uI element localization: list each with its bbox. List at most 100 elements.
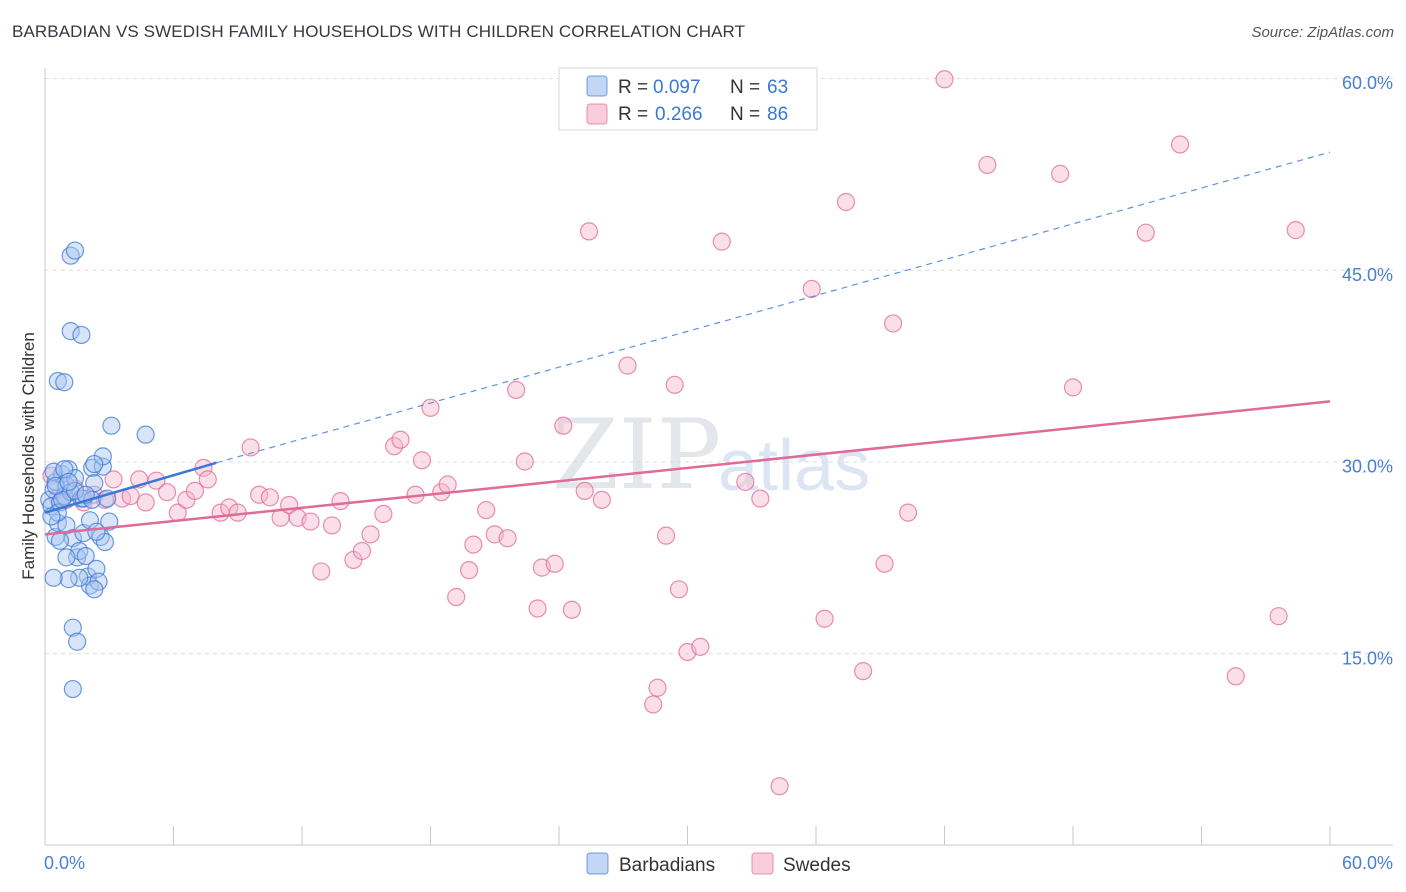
point-swedes [498,529,517,548]
point-swedes [1051,164,1070,183]
stats-legend: R = 0.097 N = 63 R = 0.266 N = 86 [558,67,818,131]
point-swedes [352,541,372,561]
gridlines [45,78,1393,655]
point-barbadians [65,481,85,501]
legend-n-value-swedes: 86 [767,104,788,125]
point-swedes [1136,223,1155,242]
point-swedes [815,609,834,628]
axes [44,68,1393,846]
trend-line-barbadians-extrapolated [216,151,1331,464]
point-swedes [250,485,269,504]
point-swedes [301,512,320,531]
point-swedes [104,470,123,489]
y-tick-label: 30.0% [1342,457,1393,477]
trend-line-barbadians [44,461,217,514]
legend-n-label-swedes: N = [730,104,760,125]
x-tick-label-min: 0.0% [44,853,85,873]
point-swedes [644,695,663,714]
point-swedes [464,535,483,554]
point-barbadians [59,472,78,492]
point-swedes [391,430,410,449]
point-barbadians [55,373,74,392]
series-legend-label-swedes: Swedes [783,855,851,876]
point-swedes [618,356,637,375]
point-swedes [447,587,466,607]
point-swedes [1226,667,1245,686]
point-swedes [770,777,789,796]
legend-r-label-swedes: R = [618,104,648,125]
trend-line-swedes [44,400,1331,536]
point-swedes [515,452,534,471]
legend-swatch-swedes [586,103,608,125]
series-legend-label-barbadians: Barbadians [619,855,715,876]
watermark-zip: ZIP [552,399,721,511]
point-swedes [241,438,260,457]
legend-swatch-barbadians [586,75,608,97]
point-swedes [736,472,755,492]
point-swedes [157,483,177,502]
point-swedes [412,451,432,470]
point-swedes [712,232,731,251]
point-swedes [562,600,581,619]
point-swedes [875,554,894,573]
point-swedes [575,481,594,501]
point-barbadians [72,325,91,345]
point-swedes [898,503,918,522]
point-swedes [136,493,155,512]
point-barbadians [63,679,82,699]
point-barbadians [85,580,104,599]
point-swedes [1063,378,1083,397]
series-legend-swatch-swedes [751,852,774,875]
point-swedes [1269,607,1288,626]
series-legend-swatch-barbadians [586,852,609,875]
trend-lines [44,151,1331,536]
point-swedes [1170,135,1190,154]
point-swedes [331,492,350,511]
point-swedes [691,637,710,656]
point-swedes [459,561,479,580]
point-swedes [361,525,380,544]
point-swedes [802,279,821,299]
point-swedes [665,375,684,394]
legend-r-value-barbadians: 0.097 [653,77,701,98]
point-barbadians [44,568,63,587]
x-tick-label-max: 60.0% [1342,853,1393,873]
point-barbadians [68,632,87,651]
point-swedes [545,554,564,573]
point-barbadians [50,531,70,550]
point-swedes [198,470,217,489]
legend-r-value-swedes: 0.266 [655,104,703,125]
point-barbadians [76,546,95,566]
point-swedes [260,488,279,507]
point-barbadians [85,454,104,474]
point-barbadians [61,322,80,341]
chart-title: BARBADIAN VS SWEDISH FAMILY HOUSEHOLDS W… [12,22,746,41]
point-swedes [978,155,997,175]
point-swedes [592,490,611,509]
point-barbadians [44,462,63,481]
point-swedes [751,489,770,508]
point-swedes [312,562,331,581]
point-swedes [438,475,457,494]
point-swedes [648,678,667,697]
point-swedes [507,380,526,400]
y-axis-title: Family Households with Children [19,332,38,580]
legend-n-label-barbadians: N = [730,77,760,98]
watermark-atlas: atlas [718,426,870,506]
point-swedes [669,580,689,599]
legend-r-label-barbadians: R = [618,77,648,98]
point-barbadians [59,570,78,589]
legend-n-value-barbadians: 63 [767,77,788,98]
point-barbadians [102,416,121,435]
point-swedes [935,70,954,89]
point-swedes [656,526,676,545]
x-axis-ticks [44,826,1331,845]
y-tick-label: 45.0% [1342,265,1393,285]
point-barbadians [57,548,76,567]
point-swedes [836,192,856,212]
chart-source: Source: ZipAtlas.com [1251,24,1394,41]
point-swedes [554,416,573,435]
point-barbadians [136,425,155,444]
y-tick-label: 15.0% [1342,648,1393,668]
